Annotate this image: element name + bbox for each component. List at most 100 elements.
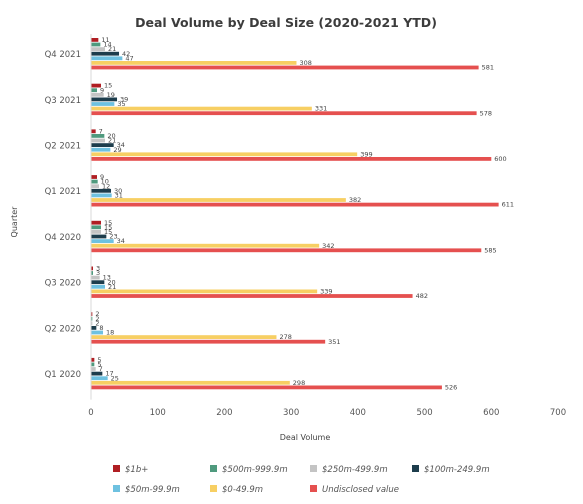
bar[interactable] (91, 143, 114, 147)
data-label: 8 (99, 324, 103, 332)
data-label: 611 (502, 201, 514, 209)
bar[interactable] (91, 83, 102, 88)
bar[interactable] (91, 47, 106, 51)
legend-item[interactable]: $250m-499.9m (310, 465, 388, 475)
bar[interactable] (91, 239, 114, 243)
bar[interactable] (91, 38, 99, 42)
bar[interactable] (91, 202, 499, 207)
bar[interactable] (91, 385, 442, 390)
bar[interactable] (91, 371, 103, 376)
bar[interactable] (91, 248, 482, 253)
bar[interactable] (91, 326, 97, 330)
bar[interactable] (91, 294, 413, 298)
bar[interactable] (91, 56, 123, 61)
bar[interactable] (91, 234, 107, 239)
bar[interactable] (91, 321, 93, 326)
bar[interactable] (91, 266, 94, 271)
bar[interactable] (91, 380, 290, 385)
bar[interactable] (91, 225, 102, 230)
legend-item[interactable]: $1b+ (113, 465, 148, 475)
bar[interactable] (91, 357, 95, 362)
bar[interactable] (91, 184, 100, 189)
data-label: 20 (107, 132, 115, 140)
data-label: 23 (109, 233, 117, 241)
bar[interactable] (91, 147, 111, 152)
bar[interactable] (91, 367, 96, 371)
bar[interactable] (91, 316, 93, 321)
bar[interactable] (91, 362, 95, 367)
bar[interactable] (91, 102, 115, 106)
bar[interactable] (91, 330, 104, 335)
bar[interactable] (91, 65, 479, 70)
data-label: 7 (99, 127, 103, 135)
bar[interactable] (91, 106, 312, 111)
data-label: 29 (113, 146, 121, 154)
bar[interactable] (91, 138, 106, 143)
bar[interactable] (91, 289, 318, 294)
legend[interactable]: $1b+ $500m-999.9m $250m-499.9m $100m-249.9m… (113, 465, 490, 495)
data-label: 34 (117, 237, 125, 245)
bar[interactable] (91, 376, 108, 381)
data-label: 18 (106, 329, 114, 337)
legend-swatch (310, 465, 317, 472)
bar[interactable] (91, 339, 326, 344)
x-tick-label: 500 (416, 408, 432, 418)
bar[interactable] (91, 230, 102, 234)
bar[interactable] (91, 88, 98, 93)
legend-item[interactable]: $50m-99.9m (113, 485, 180, 495)
bar[interactable] (91, 175, 98, 179)
x-axis-title: Deal Volume (280, 433, 331, 442)
bar[interactable] (91, 271, 94, 275)
data-label: 3 (96, 269, 100, 277)
bar[interactable] (91, 220, 102, 225)
data-label: 21 (108, 45, 116, 53)
data-label: 278 (279, 333, 291, 341)
bar[interactable] (91, 97, 118, 102)
legend-swatch (310, 485, 317, 492)
legend-item[interactable]: Undisclosed value (310, 485, 399, 495)
bar[interactable] (91, 179, 98, 184)
bar[interactable] (91, 152, 358, 157)
bar[interactable] (91, 243, 320, 248)
data-label: 15 (104, 82, 112, 90)
data-label: 2 (95, 319, 99, 327)
bar[interactable] (91, 280, 105, 285)
data-label: 585 (484, 246, 496, 254)
data-label: 331 (315, 105, 327, 113)
data-label: 2 (95, 310, 99, 318)
data-label: 31 (115, 192, 123, 200)
data-label: 25 (111, 374, 119, 382)
data-label: 2 (95, 315, 99, 323)
data-label: 15 (104, 219, 112, 227)
bar[interactable] (91, 275, 100, 280)
bar[interactable] (91, 284, 106, 289)
bar[interactable] (91, 188, 112, 193)
data-label: 34 (117, 141, 125, 149)
chart-title: Deal Volume by Deal Size (2020-2021 YTD) (135, 15, 437, 30)
data-label: 5 (97, 356, 101, 364)
legend-item[interactable]: $500m-999.9m (210, 465, 288, 475)
bar[interactable] (91, 312, 93, 316)
bar[interactable] (91, 134, 105, 138)
data-label: 19 (107, 91, 115, 99)
bar[interactable] (91, 111, 477, 116)
y-axis-title: Quarter (10, 206, 19, 238)
bar[interactable] (91, 198, 346, 202)
bar[interactable] (91, 61, 297, 65)
bar[interactable] (91, 193, 112, 198)
data-label: 308 (299, 59, 311, 67)
data-label: 42 (122, 50, 130, 58)
data-label: 382 (349, 196, 361, 204)
legend-swatch (210, 485, 217, 492)
bar[interactable] (91, 51, 120, 56)
legend-label: Undisclosed value (322, 485, 399, 495)
bar[interactable] (91, 92, 104, 97)
bar[interactable] (91, 335, 277, 339)
legend-item[interactable]: $100m-249.9m (412, 465, 490, 475)
legend-item[interactable]: $0-49.9m (210, 485, 263, 495)
x-tick-label: 0 (88, 408, 93, 418)
bar[interactable] (91, 129, 96, 134)
bar[interactable] (91, 42, 101, 47)
bar[interactable] (91, 157, 492, 161)
